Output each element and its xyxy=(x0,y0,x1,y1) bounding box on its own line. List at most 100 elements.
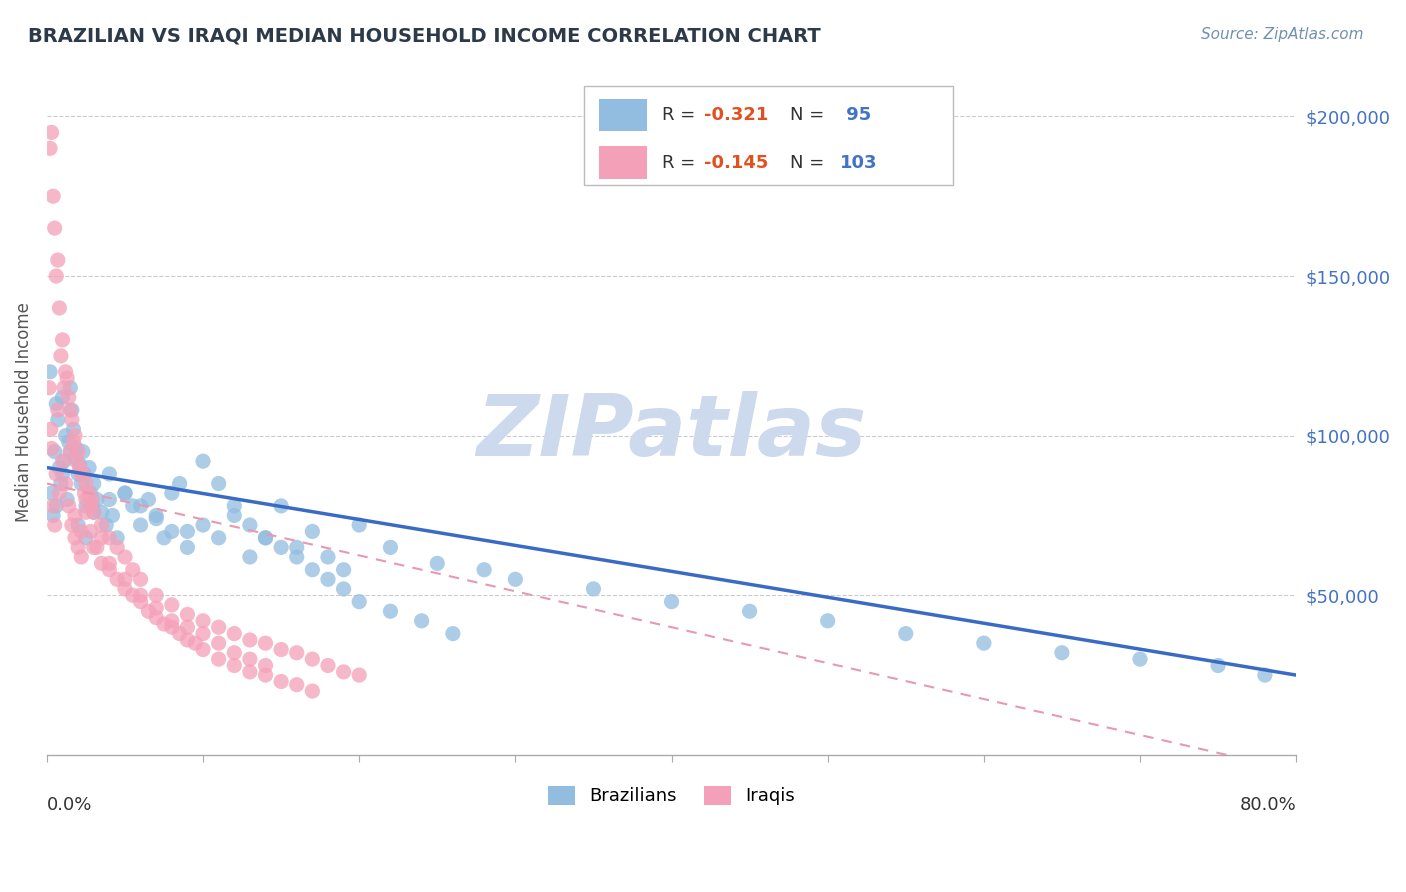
Point xyxy=(67,518,90,533)
Point xyxy=(46,413,69,427)
Point xyxy=(63,508,86,523)
Point xyxy=(41,442,63,456)
Point xyxy=(738,604,761,618)
Point xyxy=(145,601,167,615)
Point xyxy=(105,541,128,555)
Text: BRAZILIAN VS IRAQI MEDIAN HOUSEHOLD INCOME CORRELATION CHART: BRAZILIAN VS IRAQI MEDIAN HOUSEHOLD INCO… xyxy=(28,27,821,45)
Point xyxy=(239,665,262,679)
Point xyxy=(70,549,93,564)
Point xyxy=(582,582,605,596)
Point xyxy=(270,674,292,689)
Point xyxy=(129,499,152,513)
Point xyxy=(55,428,77,442)
Point xyxy=(270,642,292,657)
Legend: Brazilians, Iraqis: Brazilians, Iraqis xyxy=(538,777,804,814)
Point xyxy=(75,531,97,545)
Point xyxy=(48,486,70,500)
Point xyxy=(70,524,93,539)
Point xyxy=(239,632,262,647)
Point xyxy=(60,518,83,533)
Point xyxy=(301,524,323,539)
Point xyxy=(46,403,69,417)
Point xyxy=(145,508,167,523)
Point xyxy=(270,499,292,513)
Point xyxy=(67,467,90,481)
Point xyxy=(44,221,66,235)
Point xyxy=(59,403,82,417)
Point xyxy=(79,486,101,500)
Point xyxy=(208,531,231,545)
Point xyxy=(72,444,94,458)
Point xyxy=(62,422,84,436)
Point xyxy=(44,518,66,533)
Text: Source: ZipAtlas.com: Source: ZipAtlas.com xyxy=(1201,27,1364,42)
Text: ZIPatlas: ZIPatlas xyxy=(477,391,866,474)
Point xyxy=(129,572,152,586)
Point xyxy=(114,572,136,586)
Point xyxy=(285,541,308,555)
Point xyxy=(254,668,277,682)
Point xyxy=(82,492,104,507)
Point xyxy=(114,582,136,596)
Text: N =: N = xyxy=(790,153,830,172)
Point xyxy=(332,563,354,577)
Point xyxy=(129,518,152,533)
Point xyxy=(60,413,83,427)
Point xyxy=(39,365,62,379)
Point xyxy=(98,563,121,577)
Point xyxy=(153,617,176,632)
Point xyxy=(69,460,91,475)
Point xyxy=(90,518,112,533)
Point xyxy=(145,610,167,624)
Point xyxy=(73,486,96,500)
Point xyxy=(121,588,143,602)
Point xyxy=(98,467,121,481)
Point xyxy=(316,549,339,564)
Text: -0.321: -0.321 xyxy=(704,106,768,124)
Point xyxy=(82,499,104,513)
Point xyxy=(114,549,136,564)
Text: 80.0%: 80.0% xyxy=(1240,796,1296,814)
Point xyxy=(129,595,152,609)
Point xyxy=(105,572,128,586)
Point xyxy=(77,486,100,500)
Point xyxy=(191,454,214,468)
Point xyxy=(254,636,277,650)
Point xyxy=(176,524,198,539)
Point xyxy=(46,253,69,268)
Point xyxy=(79,499,101,513)
Point xyxy=(332,665,354,679)
Point xyxy=(973,636,995,650)
Point xyxy=(77,460,100,475)
Point xyxy=(41,486,63,500)
Point xyxy=(316,658,339,673)
Point xyxy=(224,508,246,523)
Point xyxy=(67,541,90,555)
Point xyxy=(191,626,214,640)
Point xyxy=(191,614,214,628)
Point xyxy=(60,403,83,417)
Point xyxy=(208,620,231,634)
Point xyxy=(254,531,277,545)
FancyBboxPatch shape xyxy=(599,98,647,131)
Point xyxy=(59,444,82,458)
Point xyxy=(86,492,108,507)
Point xyxy=(176,607,198,622)
Point xyxy=(160,598,183,612)
Point xyxy=(411,614,433,628)
Point xyxy=(83,541,105,555)
Point xyxy=(90,531,112,545)
Text: 0.0%: 0.0% xyxy=(46,796,93,814)
Point xyxy=(224,499,246,513)
Point xyxy=(98,557,121,571)
Point xyxy=(53,381,76,395)
Point xyxy=(51,454,73,468)
Point xyxy=(224,658,246,673)
Point xyxy=(184,636,207,650)
Point xyxy=(505,572,527,586)
Point xyxy=(90,557,112,571)
Point xyxy=(51,333,73,347)
Point xyxy=(380,541,402,555)
Point xyxy=(69,458,91,472)
Point xyxy=(138,604,160,618)
